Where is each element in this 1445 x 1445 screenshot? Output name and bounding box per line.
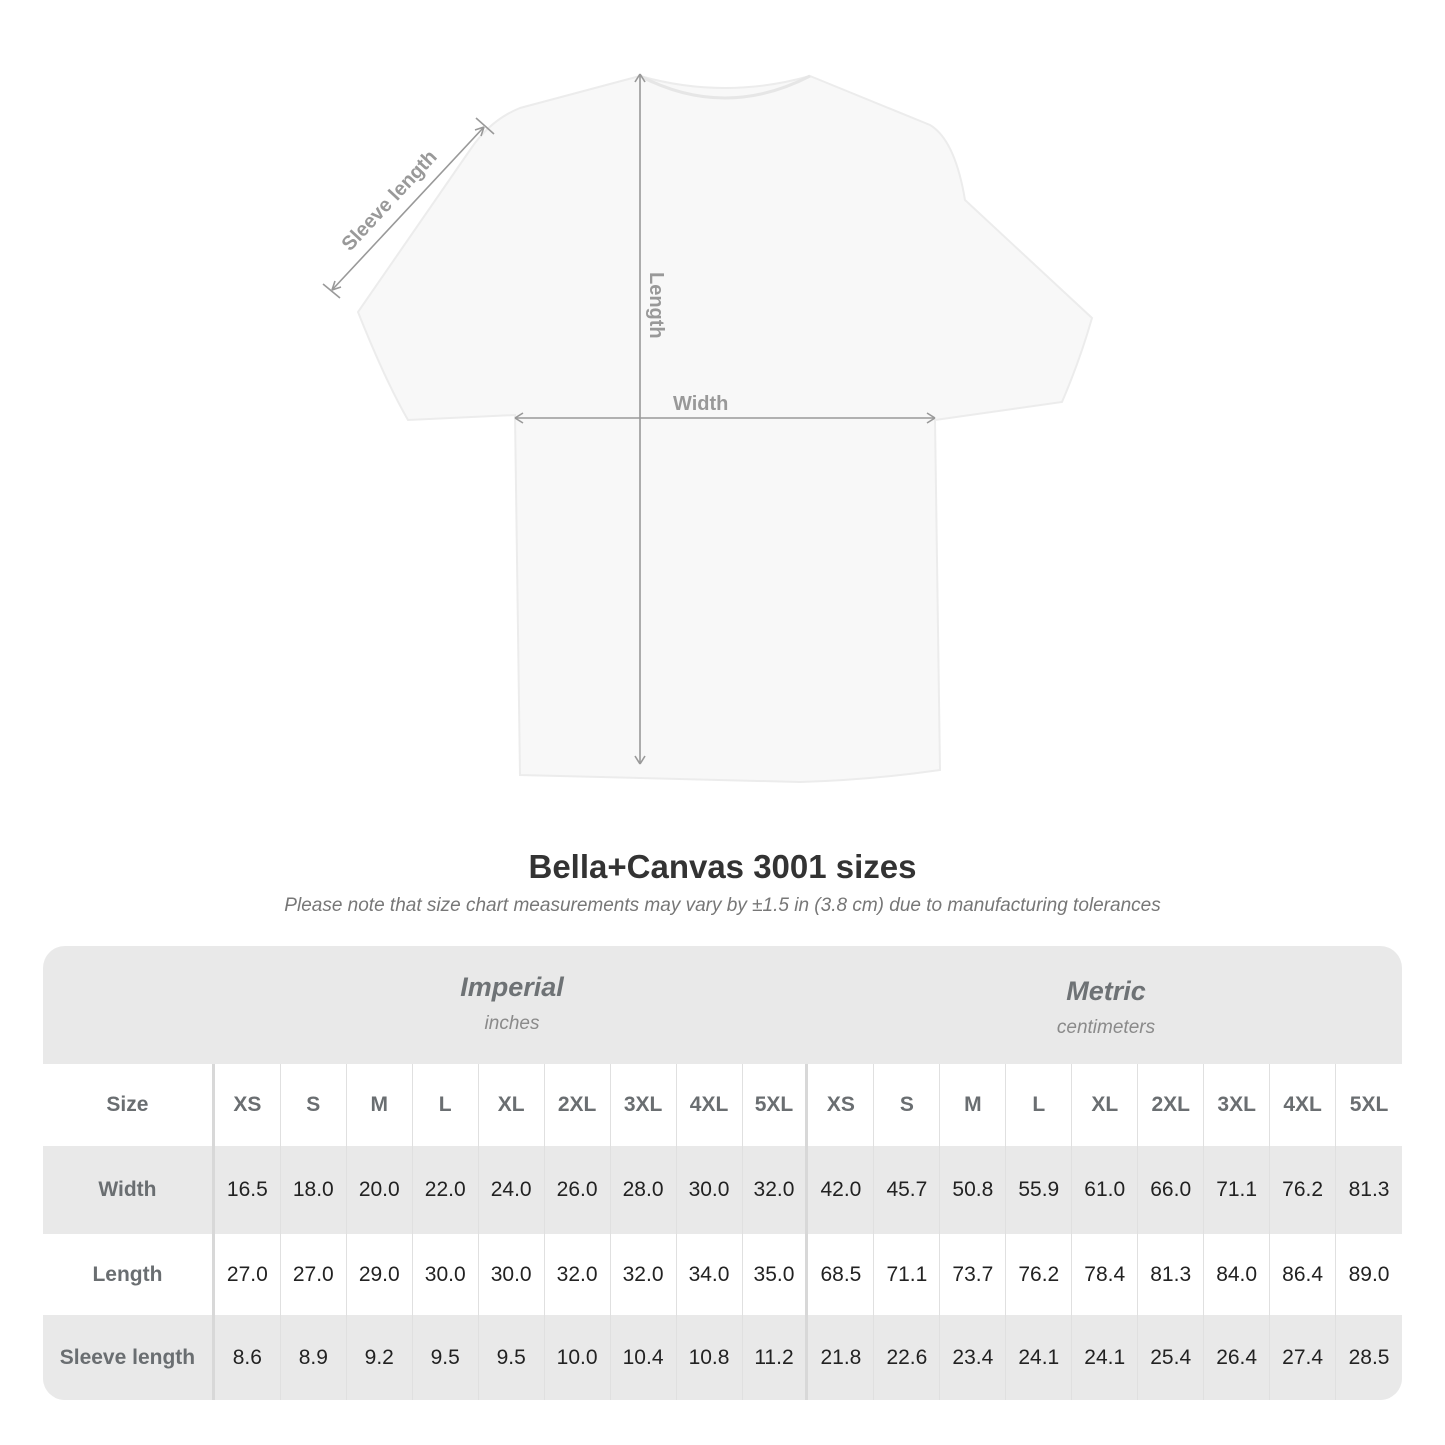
metric-header: Metric centimeters bbox=[809, 946, 1402, 1094]
metric-value: 78.4 bbox=[1072, 1234, 1139, 1315]
metric-value: 21.8 bbox=[808, 1315, 875, 1400]
imperial-value: 27.0 bbox=[281, 1234, 347, 1315]
metric-value: 81.3 bbox=[1348, 1178, 1390, 1201]
imperial-value: 30.0 bbox=[479, 1234, 545, 1315]
length-label: Length bbox=[645, 272, 667, 339]
size-header: 2XL bbox=[1138, 1064, 1205, 1146]
tolerance-note: Please note that size chart measurements… bbox=[284, 895, 1161, 916]
chart-title: Bella+Canvas 3001 sizes bbox=[528, 848, 917, 885]
imperial-value: 10.0 bbox=[545, 1315, 611, 1400]
size-header: 4XL bbox=[677, 1064, 743, 1146]
imperial-value: 34.0 bbox=[677, 1234, 743, 1315]
size-header: 3XL bbox=[1204, 1064, 1271, 1146]
metric-value: 25.4 bbox=[1138, 1315, 1205, 1400]
imperial-value: 9.5 bbox=[413, 1315, 479, 1400]
imperial-value: 18.0 bbox=[281, 1146, 347, 1234]
imperial-value: 22.0 bbox=[413, 1146, 479, 1234]
size-header: XL bbox=[479, 1064, 545, 1146]
metric-unit: centimeters bbox=[1056, 1017, 1156, 1038]
table-row: Sleeve length 8.6 8.9 9.2 9.5 9.5 10.0 10.4 10.8… bbox=[43, 1315, 1402, 1400]
metric-value: 24.1 bbox=[1006, 1315, 1073, 1400]
size-header: XL bbox=[1072, 1064, 1139, 1146]
imperial-value: 27.0 bbox=[215, 1234, 281, 1315]
table-row: Width 16.5 18.0 20.0 22.0 24.0 26.0 28.0 30.0 32.… bbox=[43, 1146, 1402, 1234]
measurement-arrows bbox=[322, 73, 936, 765]
imperial-unit: inches bbox=[484, 1013, 540, 1034]
imperial-value: 35.0 bbox=[743, 1234, 809, 1315]
metric-value: 89.0 bbox=[1348, 1262, 1390, 1286]
imperial-header: Imperial inches bbox=[215, 946, 809, 1090]
size-header: 4XL bbox=[1270, 1064, 1337, 1146]
metric-value: 68.5 bbox=[808, 1234, 875, 1315]
metric-value: 26.4 bbox=[1204, 1315, 1271, 1400]
metric-value: 76.2 bbox=[1270, 1146, 1337, 1234]
metric-value: 71.1 bbox=[1204, 1146, 1271, 1234]
size-header: L bbox=[413, 1064, 479, 1146]
metric-value: 45.7 bbox=[874, 1146, 941, 1234]
metric-value: 22.6 bbox=[874, 1315, 941, 1400]
imperial-value: 32.0 bbox=[611, 1234, 677, 1315]
size-header: L bbox=[1006, 1064, 1073, 1146]
size-header: 5XL bbox=[1349, 1093, 1389, 1116]
size-header: 2XL bbox=[545, 1064, 611, 1146]
size-header: S bbox=[874, 1064, 941, 1146]
imperial-value: 8.6 bbox=[215, 1315, 281, 1400]
metric-value: 23.4 bbox=[940, 1315, 1007, 1400]
row-label: Width bbox=[43, 1146, 215, 1234]
imperial-value: 30.0 bbox=[677, 1146, 743, 1234]
size-header: XS bbox=[808, 1064, 875, 1146]
imperial-value: 10.8 bbox=[677, 1315, 743, 1400]
imperial-value: 32.0 bbox=[545, 1234, 611, 1315]
imperial-value: 24.0 bbox=[479, 1146, 545, 1234]
collar bbox=[639, 74, 811, 100]
width-label: Width bbox=[673, 393, 728, 415]
size-header: 3XL bbox=[611, 1064, 677, 1146]
metric-value: 71.1 bbox=[874, 1234, 941, 1315]
metric-value: 61.0 bbox=[1072, 1146, 1139, 1234]
metric-value: 86.4 bbox=[1270, 1234, 1337, 1315]
imperial-value: 30.0 bbox=[413, 1234, 479, 1315]
imperial-value: 8.9 bbox=[281, 1315, 347, 1400]
imperial-value: 26.0 bbox=[545, 1146, 611, 1234]
row-label: Size bbox=[43, 1064, 215, 1146]
imperial-value: 9.2 bbox=[347, 1315, 413, 1400]
size-header: XS bbox=[215, 1064, 281, 1146]
imperial-value: 28.0 bbox=[611, 1146, 677, 1234]
metric-value: 27.4 bbox=[1270, 1315, 1337, 1400]
metric-value: 50.8 bbox=[940, 1146, 1007, 1234]
imperial-value: 10.4 bbox=[611, 1315, 677, 1400]
imperial-value: 9.5 bbox=[479, 1315, 545, 1400]
metric-value: 73.7 bbox=[940, 1234, 1007, 1315]
table-row: Length 27.0 27.0 29.0 30.0 30.0 32.0 32.0 34.0 35… bbox=[43, 1234, 1402, 1315]
row-label: Sleeve length bbox=[43, 1315, 215, 1400]
metric-value: 81.3 bbox=[1138, 1234, 1205, 1315]
size-header: M bbox=[347, 1064, 413, 1146]
imperial-value: 16.5 bbox=[215, 1146, 281, 1234]
sleeve-arrow bbox=[331, 126, 485, 291]
metric-value: 24.1 bbox=[1072, 1315, 1139, 1400]
metric-value: 28.5 bbox=[1348, 1345, 1390, 1369]
metric-value: 55.9 bbox=[1006, 1146, 1073, 1234]
imperial-value: 20.0 bbox=[347, 1146, 413, 1234]
tshirt-diagram: Sleeve length Length Width bbox=[322, 73, 1094, 784]
metric-title: Metric bbox=[1066, 976, 1146, 1006]
metric-value: 42.0 bbox=[808, 1146, 875, 1234]
size-header-row: Size XS S M L XL 2XL 3XL 4XL 5XL XS S M L XL 2XL 3XL 4XL 5… bbox=[43, 1064, 1402, 1146]
size-header: S bbox=[281, 1064, 347, 1146]
tshirt-illustration bbox=[356, 74, 1094, 784]
imperial-title: Imperial bbox=[460, 972, 564, 1002]
metric-value: 66.0 bbox=[1138, 1146, 1205, 1234]
imperial-value: 29.0 bbox=[347, 1234, 413, 1315]
size-header: 5XL bbox=[743, 1064, 809, 1146]
row-label: Length bbox=[43, 1234, 215, 1315]
size-table: Imperial inches Metric centimeters Size X… bbox=[43, 946, 1402, 1400]
imperial-value: 32.0 bbox=[743, 1146, 809, 1234]
size-header: M bbox=[940, 1064, 1007, 1146]
imperial-value: 11.2 bbox=[743, 1315, 809, 1400]
metric-value: 84.0 bbox=[1204, 1234, 1271, 1315]
metric-value: 76.2 bbox=[1006, 1234, 1073, 1315]
